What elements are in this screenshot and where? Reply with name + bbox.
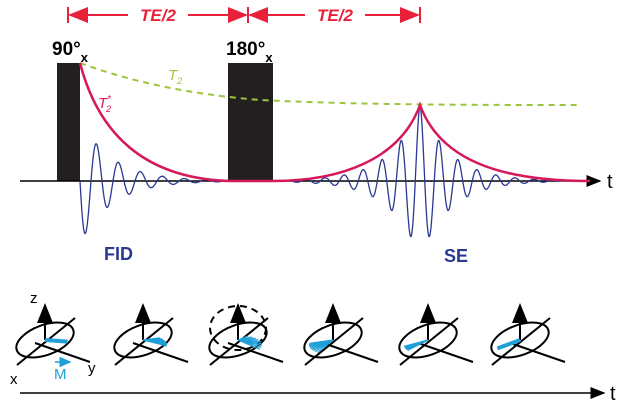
timing-bar bbox=[68, 7, 420, 23]
spin-icon bbox=[110, 305, 188, 365]
spin-vector bbox=[45, 340, 68, 342]
y-axis bbox=[418, 343, 473, 362]
pulse-90 bbox=[57, 63, 80, 181]
se-signal bbox=[290, 105, 560, 237]
spin-icon bbox=[205, 305, 283, 365]
signals bbox=[80, 105, 560, 237]
spin-icon bbox=[12, 305, 90, 365]
pulse-angle: 90° bbox=[52, 39, 81, 60]
y-axis bbox=[35, 343, 90, 362]
t2-star-subscript: 2 bbox=[105, 104, 111, 114]
pulse-angle: 180° bbox=[226, 39, 265, 60]
time-axis-label: t bbox=[607, 171, 613, 193]
magnetization-icons bbox=[12, 305, 565, 365]
x-axis-label: x bbox=[10, 371, 18, 388]
y-axis-label: y bbox=[88, 360, 96, 377]
fid-signal bbox=[80, 144, 240, 234]
m-vector-label: M bbox=[54, 366, 67, 383]
spin-echo-diagram: TE/2 TE/2 90°x 180°x t T2 T*2 FID SE z x… bbox=[0, 0, 621, 405]
t2-star-envelope bbox=[80, 63, 590, 181]
z-axis-label: z bbox=[30, 290, 38, 307]
timing-label: TE/2 bbox=[140, 6, 176, 25]
se-label: SE bbox=[444, 246, 468, 266]
bottom-time-axis-label: t bbox=[610, 383, 616, 405]
pulse-180 bbox=[228, 63, 273, 181]
spin-icon bbox=[300, 305, 378, 365]
pulse-axis: x bbox=[265, 50, 273, 65]
y-axis bbox=[133, 343, 188, 362]
t2-subscript: 2 bbox=[176, 76, 182, 86]
pulse-label: 180°x bbox=[226, 39, 273, 65]
t2-star-label: T*2 bbox=[98, 94, 112, 114]
timing-label: TE/2 bbox=[317, 6, 353, 25]
spin-icon bbox=[395, 305, 473, 365]
t2-decay bbox=[80, 63, 580, 105]
pulse-label: 90°x bbox=[52, 39, 89, 65]
t2-label: T2 bbox=[168, 67, 182, 86]
fid-label: FID bbox=[104, 244, 133, 264]
y-axis bbox=[323, 343, 378, 362]
spin-icon bbox=[487, 305, 565, 365]
y-axis bbox=[510, 343, 565, 362]
